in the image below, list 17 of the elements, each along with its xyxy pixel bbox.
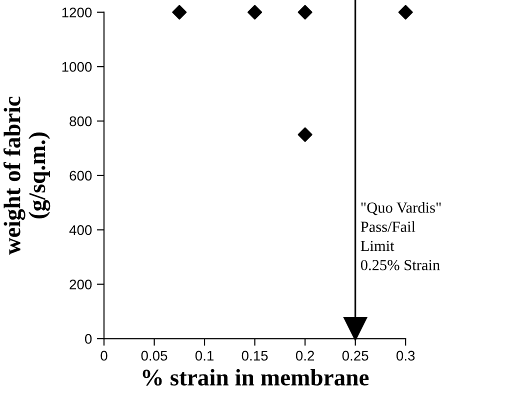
x-axis-title: % strain in membrane: [142, 368, 369, 386]
x-tick-label: 0.2: [296, 350, 314, 361]
y-tick-label: 200: [70, 280, 92, 290]
y-tick-label: 400: [69, 225, 92, 236]
y-tick-label: 1200: [62, 8, 92, 18]
x-tick-label: 0.05: [141, 350, 168, 361]
x-tick-label: 0: [100, 350, 108, 361]
y-tick-label: 0: [85, 334, 92, 344]
y-tick-label: 1000: [62, 62, 92, 72]
ref-line-label: "Quo Vardis" Pass/Fail Limit 0.25% Strain: [360, 202, 441, 270]
x-tick-label: 0.3: [396, 350, 415, 361]
x-tick-label: 0.1: [195, 350, 214, 361]
x-tick-label: 0.15: [242, 350, 268, 361]
x-tick-label: 0.25: [342, 350, 368, 361]
y-tick-label: 600: [70, 170, 92, 181]
y-axis-title: weight of fabric (g/sq.m.): [3, 96, 50, 255]
y-tick-label: 800: [70, 116, 92, 126]
